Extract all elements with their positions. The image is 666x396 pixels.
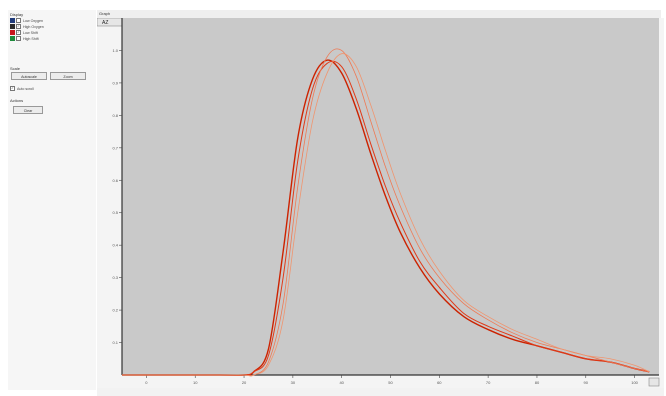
status-strip — [97, 388, 664, 396]
legend-checkbox[interactable]: ✓ — [16, 30, 21, 35]
chart-svg[interactable]: AZ 0 10 20 30 40 50 60 70 80 90 100 0.1 0.2 0.3 0.4 0.5… — [96, 17, 664, 388]
x-tick-label: 30 — [291, 380, 296, 385]
y-tick-label: 0.8 — [112, 113, 118, 118]
x-tick-label: 70 — [486, 380, 491, 385]
x-tick-label: 100 — [631, 380, 638, 385]
legend-label: High Oxygen — [23, 24, 44, 29]
x-tick-label: 0 — [145, 380, 148, 385]
x-tick-label: 20 — [242, 380, 247, 385]
y-tick-label: 1.0 — [112, 48, 118, 53]
control-panel: Display Low Oxygen ✓ High Oxygen ✓ Low S… — [8, 10, 96, 390]
legend-swatch — [10, 18, 15, 23]
y-tick-label: 0.4 — [112, 243, 118, 248]
chart-area[interactable]: AZ 0 10 20 30 40 50 60 70 80 90 100 0.1 0.2 0.3 0.4 0.5… — [96, 17, 664, 388]
autoscale-button[interactable]: Autoscale — [11, 72, 47, 80]
y-tick-label: 0.2 — [112, 308, 118, 313]
legend-checkbox[interactable] — [16, 36, 21, 41]
legend-label: High Shift — [23, 36, 39, 41]
legend-label: Low Oxygen — [23, 18, 43, 23]
x-scroll-handle[interactable] — [648, 377, 660, 387]
x-tick-label: 40 — [339, 380, 344, 385]
zoom-button[interactable]: Zoom — [50, 72, 86, 80]
series-line-2 — [122, 60, 650, 376]
scale-group-title: Scale — [10, 66, 21, 71]
y-tick-label: 0.6 — [112, 178, 118, 183]
x-tick-label: 60 — [437, 380, 442, 385]
legend-swatch — [10, 30, 15, 35]
x-tick-label: 10 — [193, 380, 198, 385]
x-tick-label: 80 — [535, 380, 540, 385]
actions-group-title: Actions — [10, 98, 24, 103]
clear-button[interactable]: Clear — [13, 106, 43, 114]
auto-scroll-checkbox[interactable]: ✓ — [10, 86, 15, 91]
display-group-title: Display — [10, 12, 24, 17]
legend-checkbox[interactable] — [16, 18, 21, 23]
zoom-badge[interactable] — [96, 17, 123, 27]
legend-swatch — [10, 24, 15, 29]
y-tick-label: 0.7 — [112, 145, 118, 150]
y-tick-label: 0.3 — [112, 275, 118, 280]
y-tick-label: 0.1 — [112, 340, 118, 345]
legend-item-high-shift[interactable]: High Shift — [10, 36, 39, 41]
zoom-badge-label: AZ — [102, 20, 108, 26]
chart-window-title: Graph — [99, 11, 111, 16]
legend-item-high-oxygen[interactable]: ✓ High Oxygen — [10, 24, 44, 29]
legend-checkbox[interactable]: ✓ — [16, 24, 21, 29]
y-tick-label: 0.9 — [112, 80, 118, 85]
chart-window-header: Graph — [97, 10, 661, 18]
x-tick-label: 90 — [584, 380, 589, 385]
auto-scroll-label: Auto scroll — [17, 86, 34, 91]
y-tick-label: 0.5 — [112, 210, 118, 215]
legend-item-low-oxygen[interactable]: Low Oxygen — [10, 18, 43, 23]
plot-background — [122, 18, 659, 375]
legend-label: Low Shift — [23, 30, 38, 35]
x-tick-label: 50 — [388, 380, 393, 385]
legend-item-low-shift[interactable]: ✓ Low Shift — [10, 30, 38, 35]
legend-swatch — [10, 36, 15, 41]
series-line-4 — [122, 53, 650, 377]
auto-scroll-option[interactable]: ✓ Auto scroll — [10, 86, 34, 91]
